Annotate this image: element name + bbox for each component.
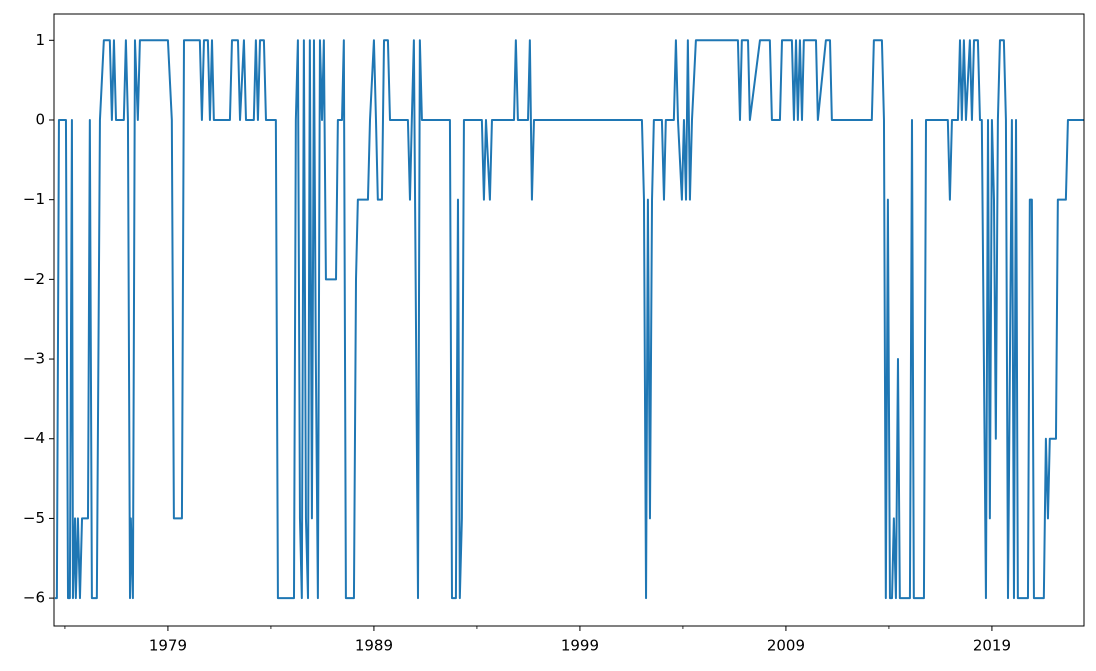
data-line: [54, 39, 1084, 600]
y-tick-label: 0: [35, 110, 45, 128]
y-tick-label: −1: [23, 190, 45, 208]
y-tick-label: −6: [23, 589, 45, 607]
x-tick-label: 1979: [149, 637, 187, 655]
x-tick-label: 1989: [355, 637, 393, 655]
y-tick-label: −2: [23, 270, 45, 288]
y-tick-label: −4: [23, 429, 45, 447]
x-tick-label: 2019: [973, 637, 1011, 655]
plot-frame: [53, 13, 1085, 627]
y-tick-label: −3: [23, 350, 45, 368]
x-tick-label: 1999: [561, 637, 599, 655]
y-tick-label: −5: [23, 509, 45, 527]
y-tick-label: 1: [35, 31, 45, 49]
x-tick-label: 2009: [767, 637, 805, 655]
